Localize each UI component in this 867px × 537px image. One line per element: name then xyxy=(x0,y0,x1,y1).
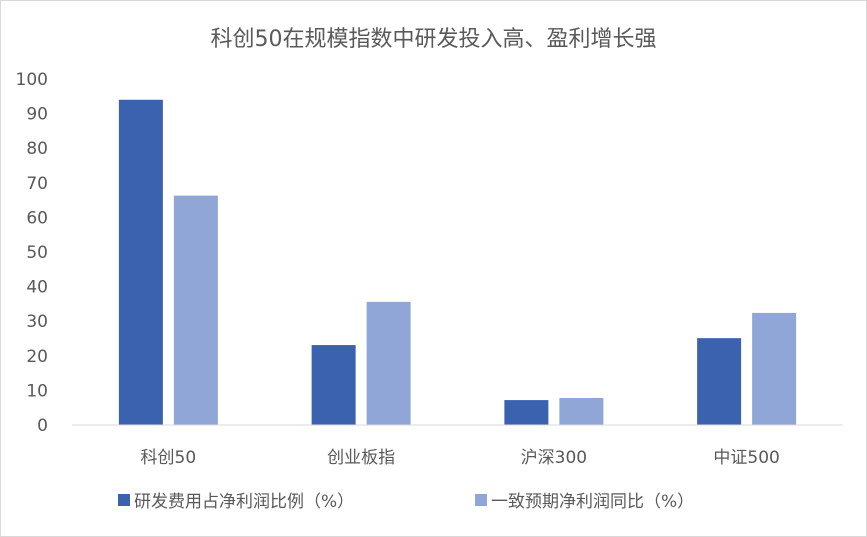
legend-marker-2 xyxy=(475,494,487,506)
chart-title: 科创50在规模指数中研发投入高、盈利增长强 xyxy=(211,27,657,52)
y-tick-label: 70 xyxy=(26,174,48,194)
bar-series-1-3 xyxy=(504,400,549,425)
y-tick-label: 40 xyxy=(26,278,48,298)
bars xyxy=(118,99,797,425)
x-axis-category-labels: 科创50 创业板指 沪深300 中证500 xyxy=(141,448,780,468)
bar-series-1-1 xyxy=(118,99,163,425)
y-tick-label: 80 xyxy=(26,139,48,159)
y-tick-label: 10 xyxy=(26,381,48,401)
bar-series-1-2 xyxy=(311,345,356,425)
bar-series-1-4 xyxy=(697,338,742,425)
y-axis-tick-labels: 0 10 20 30 40 50 60 70 80 90 100 xyxy=(16,70,48,436)
y-tick-label: 50 xyxy=(26,243,48,263)
y-tick-label: 30 xyxy=(26,312,48,332)
legend-label-1: 研发费用占净利润比例（%） xyxy=(134,492,354,512)
legend-marker-1 xyxy=(118,494,130,506)
x-tick-label: 创业板指 xyxy=(327,448,395,468)
legend-label-2: 一致预期净利润同比（%） xyxy=(491,492,694,512)
legend: 研发费用占净利润比例（%） 一致预期净利润同比（%） xyxy=(118,492,694,512)
y-tick-label: 0 xyxy=(37,416,48,436)
y-tick-label: 20 xyxy=(26,347,48,367)
bar-series-2-4 xyxy=(752,312,797,425)
y-tick-label: 100 xyxy=(16,70,48,90)
bar-series-2-1 xyxy=(173,195,218,425)
x-tick-label: 沪深300 xyxy=(521,448,587,468)
y-tick-label: 90 xyxy=(26,105,48,125)
x-tick-label: 中证500 xyxy=(713,448,779,468)
y-tick-label: 60 xyxy=(26,208,48,228)
bar-series-2-2 xyxy=(366,301,411,425)
bar-series-2-3 xyxy=(559,398,604,425)
x-tick-label: 科创50 xyxy=(141,448,197,468)
